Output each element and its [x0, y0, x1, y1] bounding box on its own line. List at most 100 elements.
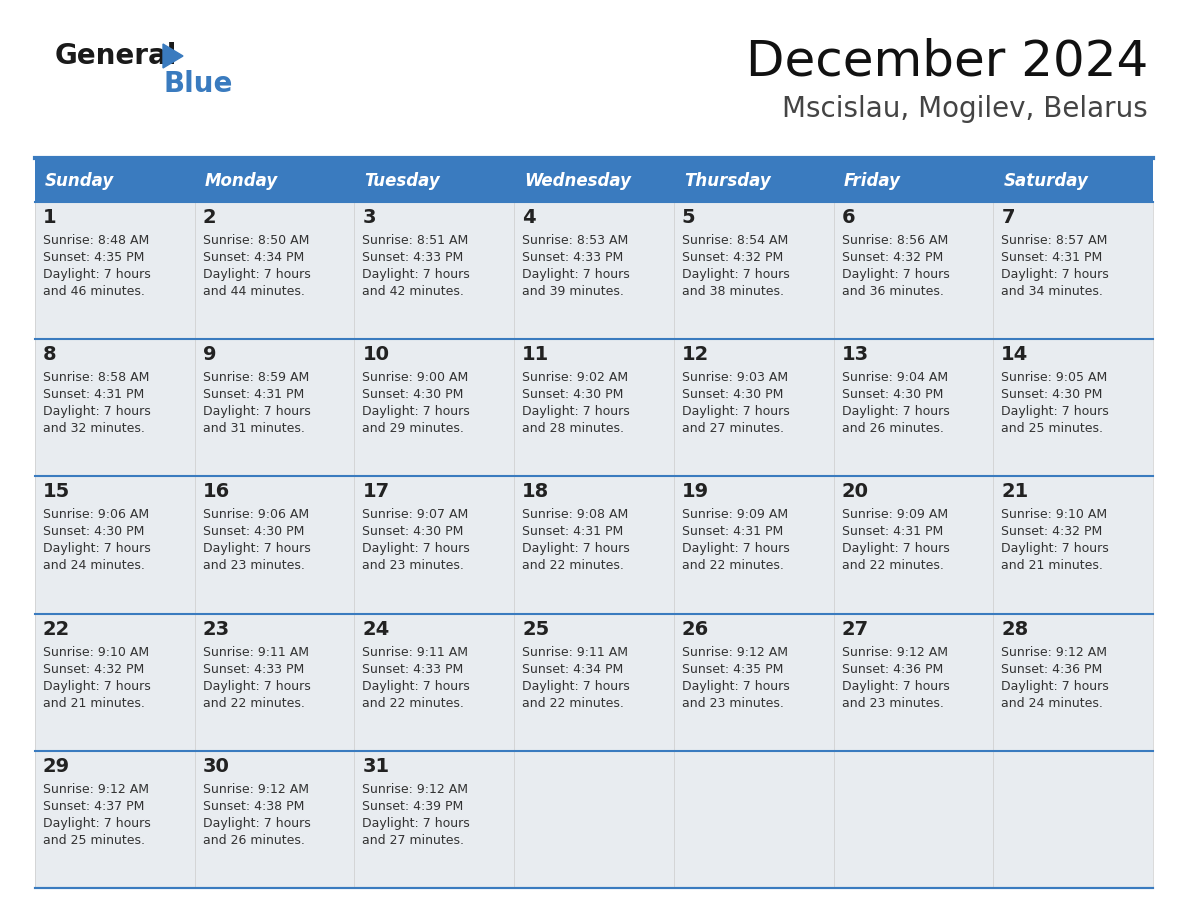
Bar [195, 476, 354, 613]
Bar [514, 339, 674, 476]
Text: Daylight: 7 hours: Daylight: 7 hours [841, 679, 949, 692]
Text: and 25 minutes.: and 25 minutes. [1001, 422, 1104, 435]
Bar [34, 202, 195, 339]
Text: Sunset: 4:30 PM: Sunset: 4:30 PM [43, 525, 145, 538]
Bar [674, 202, 834, 339]
Text: 26: 26 [682, 620, 709, 639]
Text: Tuesday: Tuesday [365, 172, 441, 190]
Text: and 22 minutes.: and 22 minutes. [203, 697, 304, 710]
Text: Sunset: 4:39 PM: Sunset: 4:39 PM [362, 800, 463, 812]
Text: Sunrise: 9:00 AM: Sunrise: 9:00 AM [362, 371, 469, 385]
Text: and 46 minutes.: and 46 minutes. [43, 285, 145, 298]
Text: and 22 minutes.: and 22 minutes. [523, 697, 624, 710]
Text: 20: 20 [841, 482, 868, 501]
Bar [195, 339, 354, 476]
Text: Daylight: 7 hours: Daylight: 7 hours [43, 543, 151, 555]
Text: 23: 23 [203, 620, 229, 639]
Text: Sunset: 4:31 PM: Sunset: 4:31 PM [682, 525, 783, 538]
Text: and 27 minutes.: and 27 minutes. [362, 834, 465, 846]
Text: Daylight: 7 hours: Daylight: 7 hours [203, 679, 310, 692]
Text: Sunrise: 8:54 AM: Sunrise: 8:54 AM [682, 234, 788, 247]
Text: Sunset: 4:36 PM: Sunset: 4:36 PM [841, 663, 943, 676]
Text: Daylight: 7 hours: Daylight: 7 hours [841, 268, 949, 281]
Bar [674, 476, 834, 613]
Text: 13: 13 [841, 345, 868, 364]
Text: Sunset: 4:31 PM: Sunset: 4:31 PM [1001, 251, 1102, 264]
Text: and 38 minutes.: and 38 minutes. [682, 285, 784, 298]
Text: Sunset: 4:32 PM: Sunset: 4:32 PM [1001, 525, 1102, 538]
Text: Sunrise: 8:48 AM: Sunrise: 8:48 AM [43, 234, 150, 247]
Text: Sunset: 4:30 PM: Sunset: 4:30 PM [203, 525, 304, 538]
Text: 1: 1 [43, 208, 57, 227]
Bar [834, 751, 993, 888]
Text: Daylight: 7 hours: Daylight: 7 hours [43, 405, 151, 419]
Text: Daylight: 7 hours: Daylight: 7 hours [362, 679, 470, 692]
Text: Daylight: 7 hours: Daylight: 7 hours [523, 679, 630, 692]
Bar [834, 339, 993, 476]
Bar [195, 202, 354, 339]
Text: and 42 minutes.: and 42 minutes. [362, 285, 465, 298]
Text: Daylight: 7 hours: Daylight: 7 hours [682, 543, 790, 555]
Text: Sunset: 4:33 PM: Sunset: 4:33 PM [523, 251, 624, 264]
Text: Sunrise: 9:12 AM: Sunrise: 9:12 AM [682, 645, 788, 658]
Text: and 22 minutes.: and 22 minutes. [682, 559, 784, 573]
Text: Daylight: 7 hours: Daylight: 7 hours [682, 405, 790, 419]
Text: Sunset: 4:31 PM: Sunset: 4:31 PM [203, 388, 304, 401]
Text: and 26 minutes.: and 26 minutes. [203, 834, 304, 846]
Text: Sunset: 4:33 PM: Sunset: 4:33 PM [362, 663, 463, 676]
Text: Daylight: 7 hours: Daylight: 7 hours [523, 268, 630, 281]
Text: Friday: Friday [843, 172, 901, 190]
Text: Sunrise: 9:08 AM: Sunrise: 9:08 AM [523, 509, 628, 521]
Text: 10: 10 [362, 345, 390, 364]
Text: 3: 3 [362, 208, 375, 227]
Text: Sunrise: 9:03 AM: Sunrise: 9:03 AM [682, 371, 788, 385]
Text: 6: 6 [841, 208, 855, 227]
Text: Sunset: 4:36 PM: Sunset: 4:36 PM [1001, 663, 1102, 676]
Bar [34, 476, 195, 613]
Text: Sunrise: 8:51 AM: Sunrise: 8:51 AM [362, 234, 469, 247]
Text: Sunrise: 9:12 AM: Sunrise: 9:12 AM [1001, 645, 1107, 658]
Text: Daylight: 7 hours: Daylight: 7 hours [523, 405, 630, 419]
Text: Daylight: 7 hours: Daylight: 7 hours [43, 817, 151, 830]
Text: and 21 minutes.: and 21 minutes. [1001, 559, 1104, 573]
Text: and 23 minutes.: and 23 minutes. [841, 697, 943, 710]
Text: Sunrise: 9:04 AM: Sunrise: 9:04 AM [841, 371, 948, 385]
Text: Sunset: 4:34 PM: Sunset: 4:34 PM [523, 663, 624, 676]
Text: Daylight: 7 hours: Daylight: 7 hours [1001, 268, 1110, 281]
Text: Sunrise: 9:07 AM: Sunrise: 9:07 AM [362, 509, 469, 521]
Bar [354, 751, 514, 888]
Text: Sunrise: 9:12 AM: Sunrise: 9:12 AM [43, 783, 148, 796]
Text: and 27 minutes.: and 27 minutes. [682, 422, 784, 435]
Bar [674, 751, 834, 888]
Text: Sunset: 4:31 PM: Sunset: 4:31 PM [523, 525, 624, 538]
Text: 30: 30 [203, 756, 229, 776]
Bar [354, 339, 514, 476]
Text: and 23 minutes.: and 23 minutes. [203, 559, 304, 573]
Text: and 32 minutes.: and 32 minutes. [43, 422, 145, 435]
Text: Sunset: 4:31 PM: Sunset: 4:31 PM [841, 525, 943, 538]
Text: Sunset: 4:30 PM: Sunset: 4:30 PM [1001, 388, 1102, 401]
Text: Daylight: 7 hours: Daylight: 7 hours [682, 268, 790, 281]
Bar [993, 476, 1154, 613]
Text: Sunset: 4:37 PM: Sunset: 4:37 PM [43, 800, 145, 812]
Bar [993, 613, 1154, 751]
Text: Sunset: 4:32 PM: Sunset: 4:32 PM [43, 663, 144, 676]
Text: Sunset: 4:30 PM: Sunset: 4:30 PM [362, 525, 463, 538]
Text: and 24 minutes.: and 24 minutes. [1001, 697, 1104, 710]
Bar [514, 751, 674, 888]
Bar [34, 339, 195, 476]
Text: Daylight: 7 hours: Daylight: 7 hours [203, 543, 310, 555]
Text: and 23 minutes.: and 23 minutes. [362, 559, 465, 573]
Text: 29: 29 [43, 756, 70, 776]
Text: Daylight: 7 hours: Daylight: 7 hours [523, 543, 630, 555]
Text: Daylight: 7 hours: Daylight: 7 hours [203, 268, 310, 281]
Text: Saturday: Saturday [1004, 172, 1088, 190]
Bar [993, 339, 1154, 476]
Text: Sunset: 4:35 PM: Sunset: 4:35 PM [682, 663, 783, 676]
Text: 7: 7 [1001, 208, 1015, 227]
Text: 9: 9 [203, 345, 216, 364]
Text: and 44 minutes.: and 44 minutes. [203, 285, 304, 298]
Text: Wednesday: Wednesday [524, 172, 631, 190]
Text: and 34 minutes.: and 34 minutes. [1001, 285, 1104, 298]
Text: Daylight: 7 hours: Daylight: 7 hours [1001, 679, 1110, 692]
